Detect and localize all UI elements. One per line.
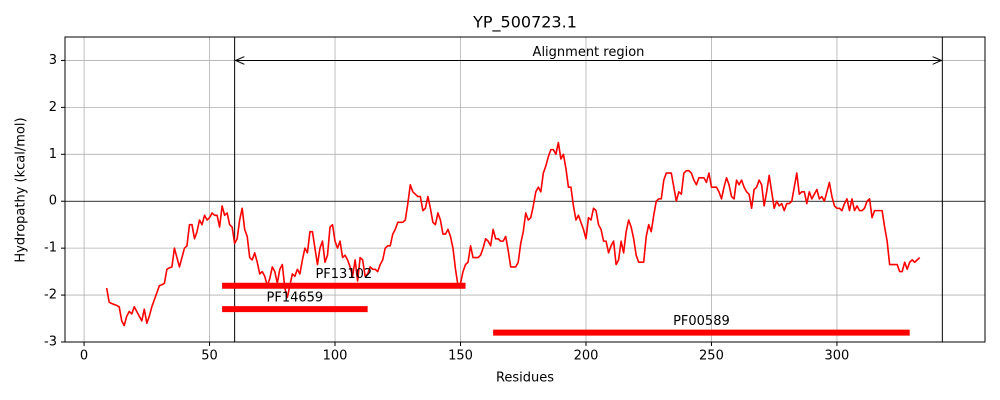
y-tick-label: -3 [44,335,57,350]
x-axis-label: Residues [496,371,554,386]
x-tick-label: 200 [574,349,599,364]
x-tick-label: 150 [448,349,473,364]
domain-label: PF14659 [267,291,324,306]
hydropathy-line [105,141,921,327]
region-label: Alignment region [533,45,645,60]
y-tick-label: 3 [49,53,57,68]
y-tick-label: -2 [44,288,57,303]
domain-label: PF00589 [673,314,730,329]
x-tick-label: 100 [323,349,348,364]
y-tick-label: -1 [44,241,57,256]
plot-frame [64,36,986,343]
y-tick-label: 2 [49,100,57,115]
y-tick-label: 0 [49,194,57,209]
x-tick-label: 0 [80,349,88,364]
y-tick-label: 1 [49,147,57,162]
y-axis-label: Hydropathy (kcal/mol) [14,117,29,262]
domain-label: PF13102 [315,267,372,282]
x-tick-label: 300 [825,349,850,364]
chart-title: YP_500723.1 [472,13,577,33]
x-tick-label: 50 [201,349,218,364]
x-tick-label: 250 [699,349,724,364]
